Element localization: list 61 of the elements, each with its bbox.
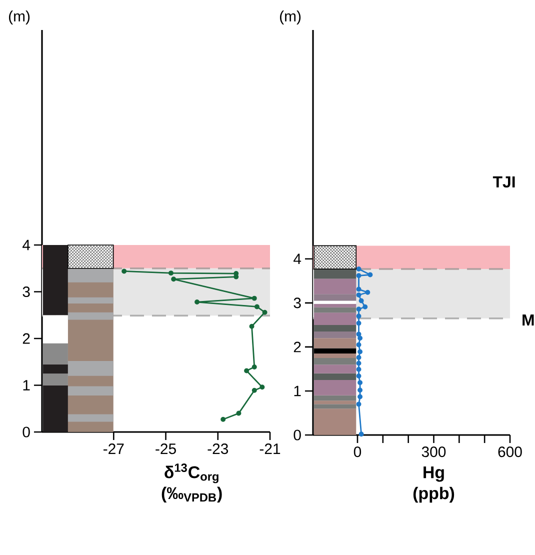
point [362, 304, 368, 310]
y-tick-label: 4 [294, 254, 302, 264]
point [356, 306, 362, 312]
point [358, 298, 364, 304]
y-tick-label: 3 [22, 286, 30, 298]
point [358, 336, 363, 341]
x-tick-label: -25 [156, 444, 176, 454]
point [358, 432, 364, 437]
point [252, 364, 257, 370]
point [356, 286, 362, 292]
y-tick-label: 0 [294, 430, 301, 440]
annotation: TJI [492, 176, 515, 188]
point [356, 273, 362, 278]
y-tick-label: 1 [294, 386, 301, 396]
point [356, 374, 362, 379]
point [356, 342, 362, 348]
y-tick-label: 3 [294, 298, 301, 308]
point [220, 416, 226, 422]
point [168, 270, 174, 276]
x-tick-label: -21 [260, 444, 280, 454]
point [244, 368, 250, 374]
point [358, 394, 363, 400]
y-axis-title: (m) [280, 10, 301, 24]
point [365, 290, 370, 295]
x-tick-label: -23 [208, 444, 228, 454]
point [356, 314, 362, 319]
point [194, 300, 200, 305]
y-tick-label: 2 [294, 342, 301, 352]
point [368, 272, 373, 278]
y-axis-title: (m) [9, 10, 30, 24]
y-tick-label: 1 [23, 380, 30, 390]
point [356, 320, 362, 326]
y-tick-label: 2 [22, 333, 30, 344]
point [260, 384, 265, 390]
point [356, 292, 362, 298]
x-axis-title: Hg (ppb) [413, 466, 454, 503]
point [358, 349, 363, 354]
y-tick-label: 4 [22, 240, 30, 250]
x-tick-label: 600 [498, 446, 522, 458]
point [356, 266, 362, 272]
point [252, 388, 257, 393]
y-tick-label: 0 [22, 426, 30, 438]
point [254, 304, 260, 310]
point [249, 324, 254, 329]
point [356, 355, 362, 360]
point [356, 402, 362, 407]
x-tick-label: 300 [422, 446, 446, 458]
point [356, 332, 362, 337]
x-tick-label: 0 [354, 446, 362, 458]
text: M [522, 314, 534, 326]
point [122, 268, 127, 274]
x-tick-label: -27 [104, 444, 124, 454]
point [236, 410, 242, 416]
point [252, 296, 257, 301]
text: δ$^{13}$C$_{org}$ (‰$_{VPDB}$) [162, 464, 222, 502]
point [358, 380, 363, 386]
point [262, 310, 268, 315]
point [358, 388, 363, 393]
point [356, 366, 362, 372]
point [356, 360, 362, 366]
point [171, 276, 176, 282]
